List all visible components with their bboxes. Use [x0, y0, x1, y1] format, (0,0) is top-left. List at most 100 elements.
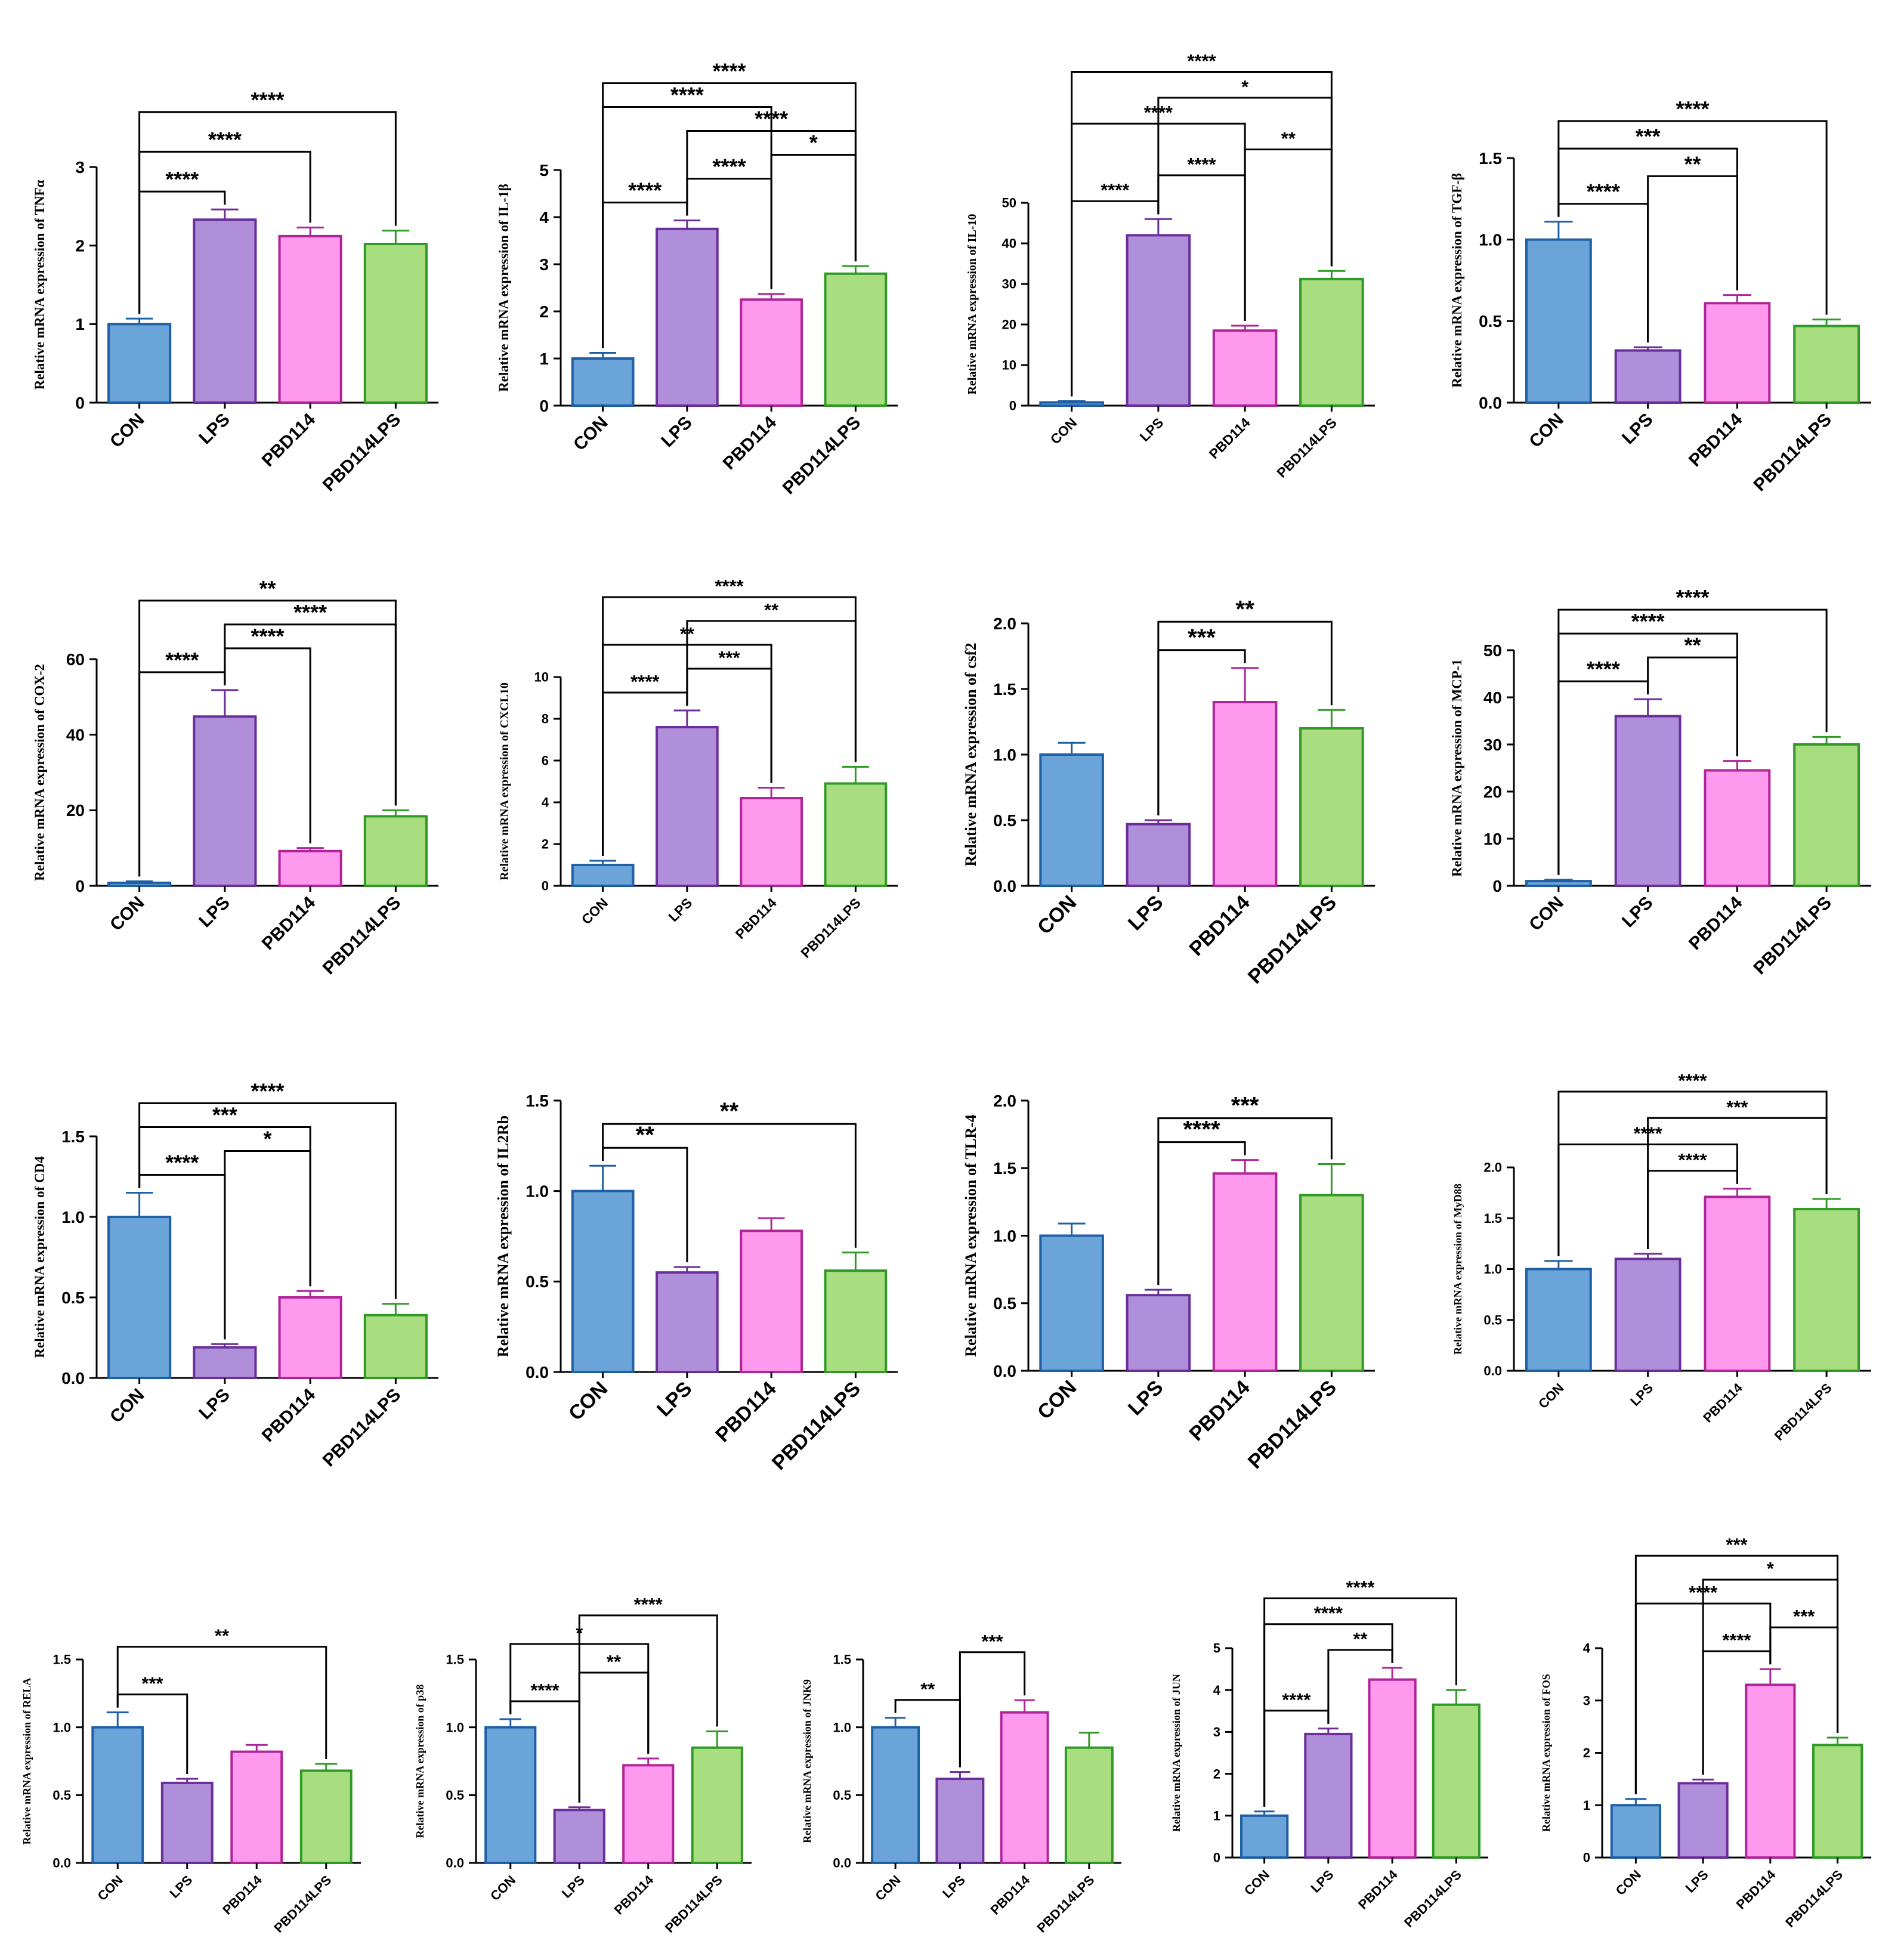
bar-con — [484, 1726, 537, 1864]
bar-pbd114 — [1212, 329, 1278, 407]
chart-tgf: Relative mRNA expression of TGF-β 0.0 0.5 1… — [1449, 97, 1871, 496]
x-tick-label-pbd114lps: PBD114LPS — [1244, 891, 1341, 988]
x-tick-label-pbd114lps: PBD114LPS — [1750, 410, 1835, 496]
significance-label: ** — [720, 1098, 739, 1124]
y-tick-label: 6 — [542, 753, 549, 768]
bar-pbd114 — [278, 1296, 342, 1379]
significance-label: **** — [1187, 154, 1216, 175]
significance-label: **** — [165, 167, 199, 191]
x-tick-label-pbd114lps: PBD114LPS — [319, 410, 405, 496]
bracket-line — [1557, 1090, 1828, 1256]
y-tick-label: 1.5 — [1483, 1211, 1502, 1226]
bar-con — [571, 1189, 635, 1373]
significance-label: **** — [1722, 1630, 1751, 1651]
bracket-line — [578, 1614, 718, 1803]
y-tick-label: 1.5 — [833, 1652, 851, 1667]
x-tick-label-lps: LPS — [1618, 893, 1657, 932]
bar-lps — [1126, 234, 1191, 407]
bar-pbd114 — [1704, 1195, 1771, 1372]
x-tick-label-con: CON — [570, 413, 611, 455]
y-tick-label: 1.5 — [993, 680, 1016, 699]
x-tick-label-pbd114lps: PBD114LPS — [1034, 1872, 1098, 1936]
significance-label: **** — [251, 1079, 284, 1104]
bar-pbd114 — [1745, 1683, 1796, 1859]
x-tick-label-con: CON — [1241, 1867, 1272, 1898]
significance-label: **** — [1346, 1577, 1375, 1597]
y-tick-label: 20 — [1483, 783, 1502, 801]
y-tick-label: 0.5 — [52, 1788, 71, 1803]
significance-bracket: *** — [1157, 1093, 1333, 1285]
x-tick-label-lps: LPS — [657, 413, 696, 452]
significance-label: **** — [634, 1594, 663, 1615]
y-tick-label: 0.5 — [61, 1288, 85, 1307]
bracket-line — [1634, 1555, 1839, 1794]
y-tick-label: 1.5 — [993, 1159, 1016, 1178]
y-tick-label: 3 — [1583, 1693, 1590, 1708]
bracket-line — [138, 1102, 397, 1299]
y-axis-label: Relative mRNA expression of IL-1β — [496, 184, 511, 392]
bar-con — [107, 881, 172, 888]
x-tick-label-con: CON — [872, 1872, 903, 1903]
significance-bracket: **** — [602, 59, 857, 348]
y-tick-label: 1 — [539, 350, 549, 368]
chart-il-10: Relative mRNA expression of IL-10 0 10 20 30… — [966, 51, 1375, 481]
significance-label: **** — [1187, 51, 1216, 72]
bracket-line — [1071, 71, 1333, 397]
x-tick-label-pbd114lps: PBD114LPS — [271, 1872, 334, 1936]
y-tick-label: 1.5 — [1479, 149, 1502, 168]
significance-label: **** — [670, 83, 704, 107]
y-tick-label: 4 — [1583, 1641, 1591, 1656]
significance-bracket: **** — [138, 127, 311, 314]
significance-label: **** — [712, 59, 746, 84]
x-tick-label-con: CON — [487, 1872, 518, 1903]
bracket-line — [602, 596, 857, 856]
bar-pbd114lps — [1299, 1194, 1364, 1372]
significance-label: *** — [981, 1631, 1003, 1652]
significance-bracket: *** — [138, 1103, 311, 1287]
significance-bracket: **** — [1557, 1070, 1828, 1256]
significance-bracket: ** — [138, 576, 397, 877]
bar-con — [91, 1726, 144, 1864]
bar-pbd114lps — [824, 1269, 888, 1373]
bar-pbd114 — [1704, 769, 1771, 888]
y-axis-label: Relative mRNA expression of CXCL10 — [498, 682, 511, 880]
significance-bracket: **** — [138, 88, 397, 314]
y-tick-label: 8 — [542, 712, 549, 727]
significance-label: **** — [1183, 1117, 1220, 1143]
y-tick-label: 50 — [1483, 641, 1502, 660]
y-axis-label: Relative mRNA expression of MCP-1 — [1449, 659, 1464, 877]
chart-tlr-4: Relative mRNA expression of TLR-4 0.0 0.5 1… — [962, 1092, 1375, 1473]
significance-label: * — [809, 131, 818, 155]
x-tick-label-pbd114: PBD114 — [1733, 1866, 1779, 1912]
bar-con — [1240, 1814, 1289, 1859]
y-tick-label: 4 — [542, 795, 549, 810]
chart-csf2: Relative mRNA expression of csf2 0.0 0.5 1.… — [962, 596, 1375, 988]
x-tick-label-con: CON — [106, 410, 148, 452]
bar-con — [1039, 1234, 1104, 1372]
y-axis-label: Relative mRNA expression of RELA — [21, 1678, 33, 1845]
significance-label: **** — [630, 671, 660, 692]
significance-label: ** — [1236, 596, 1255, 622]
y-tick-label: 50 — [1002, 196, 1016, 211]
bar-lps — [1304, 1732, 1353, 1859]
bar-con — [1610, 1804, 1661, 1859]
y-tick-label: 1 — [75, 315, 85, 333]
y-tick-label: 20 — [66, 801, 85, 820]
significance-bracket: **** — [1557, 97, 1828, 315]
bar-pbd114lps — [363, 243, 428, 404]
y-tick-label: 0 — [542, 879, 549, 894]
significance-label: **** — [715, 576, 744, 597]
bar-lps — [1614, 715, 1682, 887]
x-tick-label-pbd114: PBD114 — [988, 1872, 1033, 1917]
x-tick-label-pbd114lps: PBD114LPS — [1401, 1867, 1464, 1930]
y-axis-label: Relative mRNA expression of IL2Rb — [494, 1115, 512, 1357]
bar-lps — [1614, 1257, 1682, 1373]
chart-cd4: Relative mRNA expression of CD4 0.0 0.5 1.0… — [32, 1079, 438, 1470]
y-tick-label: 40 — [1002, 236, 1016, 251]
bar-con — [571, 357, 635, 407]
significance-label: **** — [1587, 180, 1620, 204]
bar-pbd114lps — [1299, 277, 1364, 407]
y-tick-label: 40 — [1483, 688, 1502, 707]
x-tick-label-pbd114: PBD114 — [1185, 1376, 1254, 1445]
